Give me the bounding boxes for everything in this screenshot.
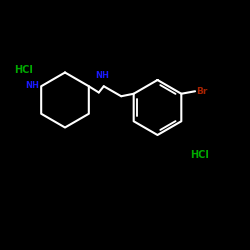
Text: Br: Br (196, 87, 207, 96)
Text: HCl: HCl (190, 150, 209, 160)
Text: NH: NH (26, 80, 39, 90)
Text: NH: NH (96, 71, 110, 80)
Text: HCl: HCl (14, 65, 32, 75)
